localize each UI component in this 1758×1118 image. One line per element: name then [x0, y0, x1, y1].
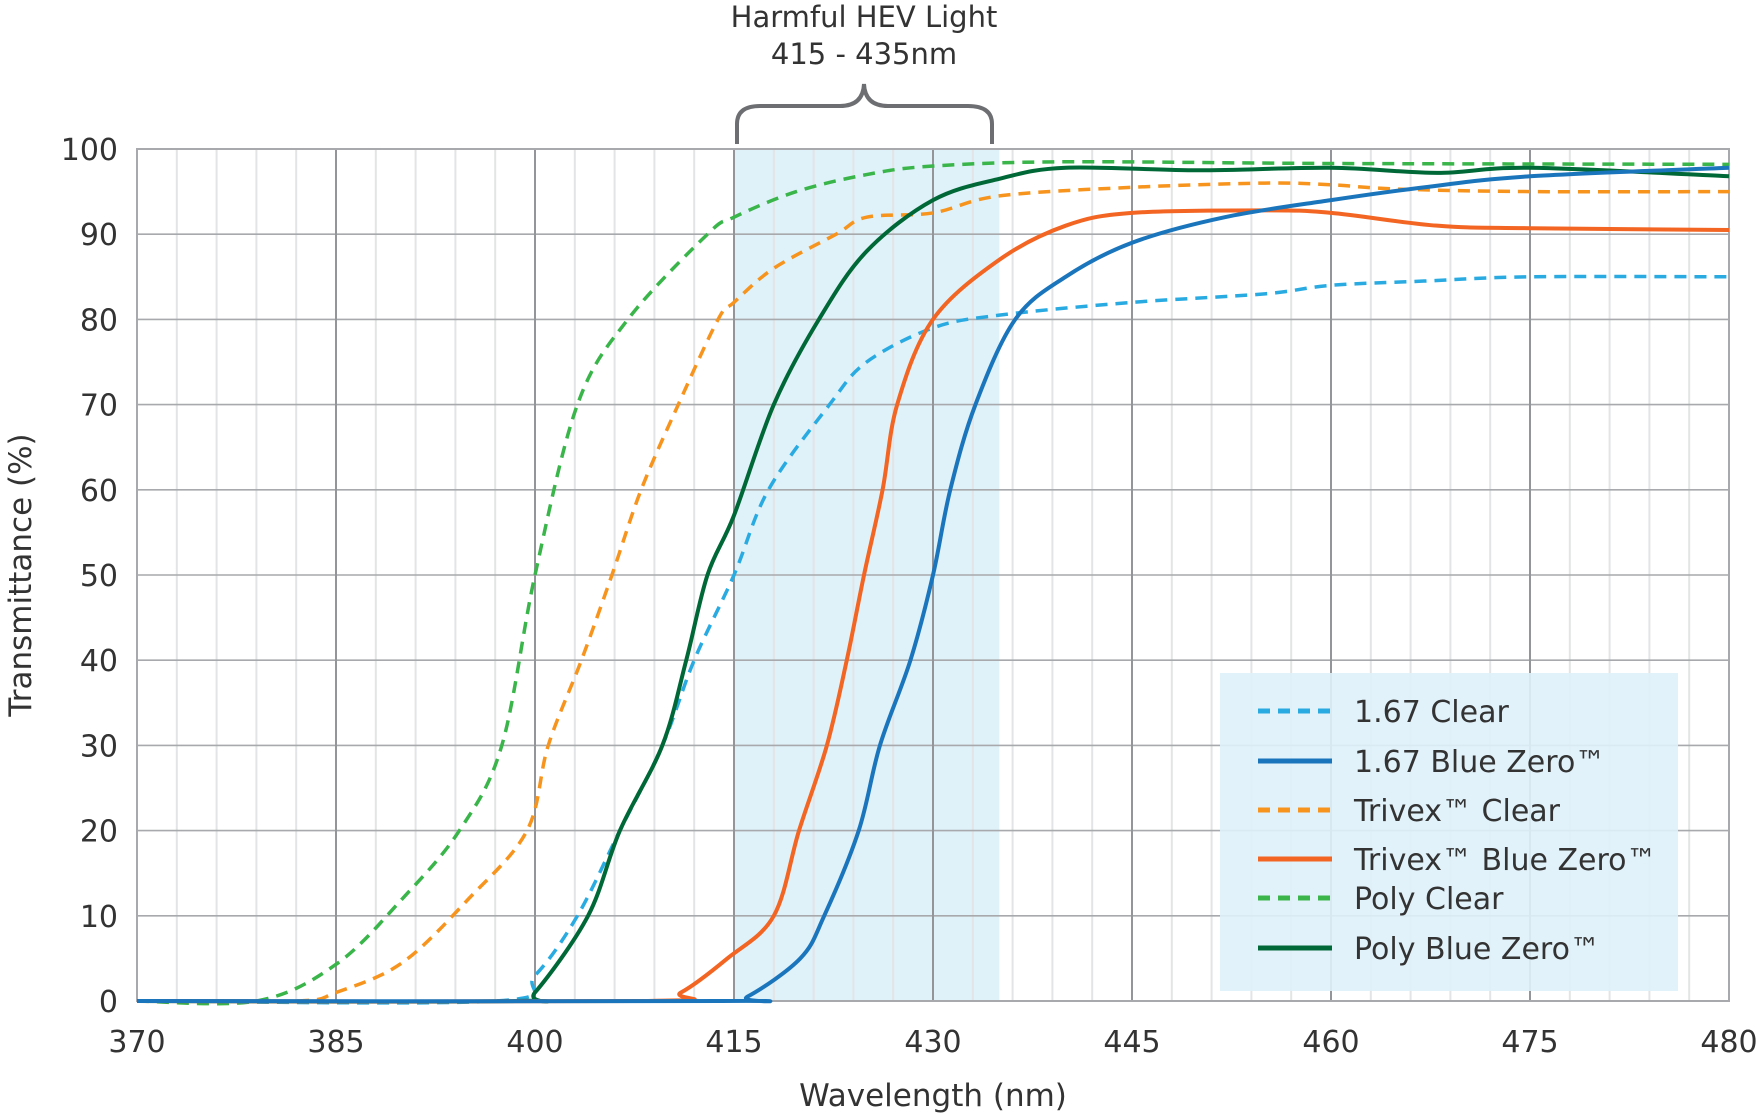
- legend: 1.67 Clear 1.67 Blue Zero™ Trivex™ Clear Tr…: [1258, 695, 1657, 967]
- x-tick-label: 475: [1501, 1025, 1558, 1060]
- x-tick-label: 430: [904, 1025, 961, 1060]
- y-tick-label: 50: [80, 559, 118, 594]
- legend-item: 1.67 Clear: [1258, 695, 1509, 730]
- series-line-4: [136, 159, 1730, 1006]
- legend-label: Poly Blue Zero™: [1354, 932, 1600, 967]
- y-tick-label: 10: [80, 900, 118, 935]
- legend-item: Trivex™ Blue Zero™: [1258, 843, 1657, 878]
- plot-frame: [136, 148, 1730, 1002]
- y-axis-label: Transmittance (%): [3, 433, 39, 717]
- hev-annotation-title: Harmful HEV Light: [731, 0, 998, 34]
- y-tick-label: 20: [80, 815, 118, 850]
- tick-layer: 370 385 400 415 430 445 460 475 480 0 10 20 30 40 50 60…: [61, 133, 1758, 1060]
- y-tick-label: 60: [80, 474, 118, 509]
- series-line-5: [136, 165, 1730, 1004]
- legend-label: Trivex™ Blue Zero™: [1353, 843, 1657, 878]
- y-tick-label: 100: [61, 133, 118, 168]
- legend-item: Poly Clear: [1258, 882, 1504, 917]
- series-line-0: [136, 274, 1730, 1005]
- series-layer: [136, 159, 1730, 1006]
- series-line-3: [136, 208, 1730, 1004]
- series-line-1: [136, 165, 1730, 1004]
- legend-label: 1.67 Blue Zero™: [1354, 745, 1605, 780]
- x-tick-label: 400: [506, 1025, 563, 1060]
- y-tick-label: 40: [80, 644, 118, 679]
- x-axis-label: Wavelength (nm): [799, 1078, 1067, 1114]
- x-tick-label: 385: [307, 1025, 364, 1060]
- x-tick-label: 460: [1302, 1025, 1359, 1060]
- y-tick-label: 80: [80, 303, 118, 338]
- legend-item: 1.67 Blue Zero™: [1258, 745, 1605, 780]
- x-tick-label: 480: [1700, 1025, 1757, 1060]
- legend-box: [1220, 673, 1678, 991]
- y-tick-label: 90: [80, 218, 118, 253]
- x-tick-label: 445: [1103, 1025, 1160, 1060]
- hev-annotation-range: 415 - 435nm: [771, 37, 957, 71]
- x-tick-label: 415: [705, 1025, 762, 1060]
- legend-label: Poly Clear: [1354, 882, 1504, 917]
- hev-brace: [735, 83, 994, 144]
- legend-label: Trivex™ Clear: [1353, 794, 1561, 829]
- legend-item: Poly Blue Zero™: [1258, 932, 1600, 967]
- legend-background-layer: [1220, 673, 1678, 991]
- legend-item: Trivex™ Clear: [1258, 794, 1561, 829]
- x-tick-label: 370: [108, 1025, 165, 1060]
- legend-label: 1.67 Clear: [1354, 695, 1509, 730]
- y-tick-label: 30: [80, 729, 118, 764]
- y-tick-label: 0: [99, 985, 118, 1020]
- y-tick-label: 70: [80, 389, 118, 424]
